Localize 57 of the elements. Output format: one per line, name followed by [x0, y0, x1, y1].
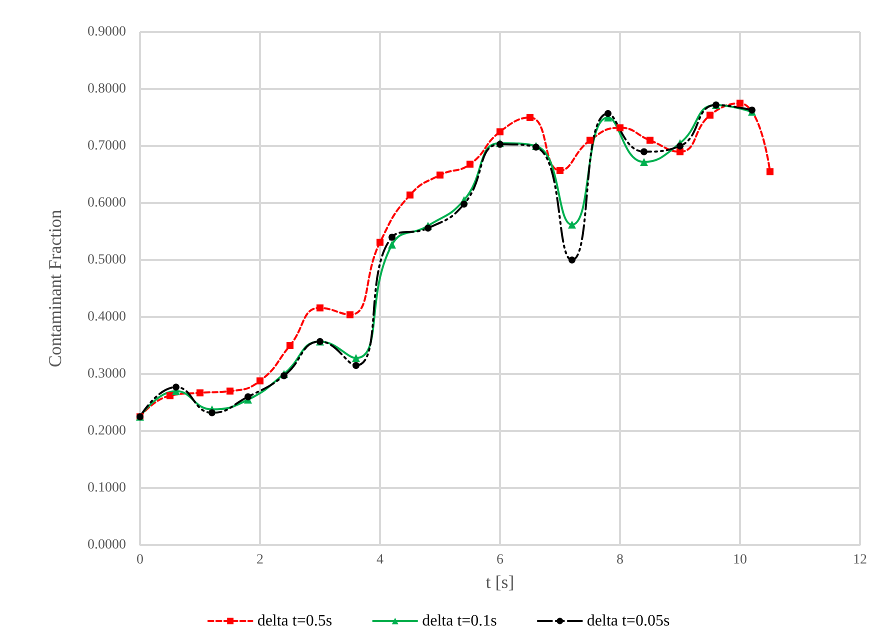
y-tick-label: 0.0000 — [88, 538, 126, 552]
y-tick-label: 0.3000 — [88, 366, 126, 382]
x-tick-label: 6 — [496, 552, 504, 568]
y-tick-label: 0.9000 — [88, 24, 126, 40]
y-tick-label: 0.1000 — [88, 480, 126, 496]
point — [388, 234, 396, 241]
point — [208, 409, 216, 416]
y-axis-title: Contaminant Fraction — [45, 210, 65, 368]
point — [376, 238, 384, 246]
point — [616, 124, 624, 132]
point — [766, 168, 774, 176]
point — [640, 158, 648, 166]
point — [316, 304, 324, 312]
point — [346, 311, 354, 318]
point — [244, 393, 252, 400]
y-tick-label: 0.5000 — [88, 252, 126, 268]
point — [352, 354, 360, 362]
point — [568, 220, 576, 229]
y-tick-label: 0.4000 — [88, 310, 126, 324]
point — [352, 362, 360, 369]
point — [166, 392, 174, 400]
point — [646, 136, 654, 144]
point — [736, 100, 744, 107]
point — [604, 110, 612, 118]
legend-label: delta t=0.5s — [257, 612, 332, 630]
point — [640, 148, 648, 156]
point — [568, 256, 576, 264]
point — [466, 160, 474, 168]
y-tick-label: 0.8000 — [88, 82, 126, 96]
point — [424, 224, 432, 232]
x-tick-label: 8 — [616, 552, 624, 568]
point — [526, 114, 534, 121]
point — [676, 142, 684, 150]
point — [436, 172, 444, 179]
point — [406, 192, 414, 199]
point — [256, 377, 264, 384]
point — [388, 240, 396, 249]
point — [226, 388, 234, 395]
y-tick-label: 0.2000 — [88, 424, 126, 438]
legend-label: delta t=0.1s — [422, 612, 497, 630]
point — [196, 389, 204, 396]
x-tick-label: 0 — [136, 552, 144, 568]
point — [172, 384, 180, 391]
x-axis-title: t [s] — [486, 572, 514, 592]
point — [496, 128, 504, 136]
y-tick-label: 0.7000 — [88, 138, 126, 154]
x-tick-label: 4 — [376, 552, 384, 568]
point — [460, 200, 468, 208]
point — [706, 112, 714, 119]
legend-label: delta t=0.05s — [586, 612, 670, 630]
x-tick-label: 2 — [256, 552, 264, 568]
point — [586, 136, 594, 144]
point — [286, 342, 294, 349]
x-tick-label: 12 — [853, 552, 867, 568]
x-tick-label: 10 — [733, 552, 747, 568]
y-tick-label: 0.6000 — [88, 196, 126, 210]
point — [556, 167, 564, 174]
